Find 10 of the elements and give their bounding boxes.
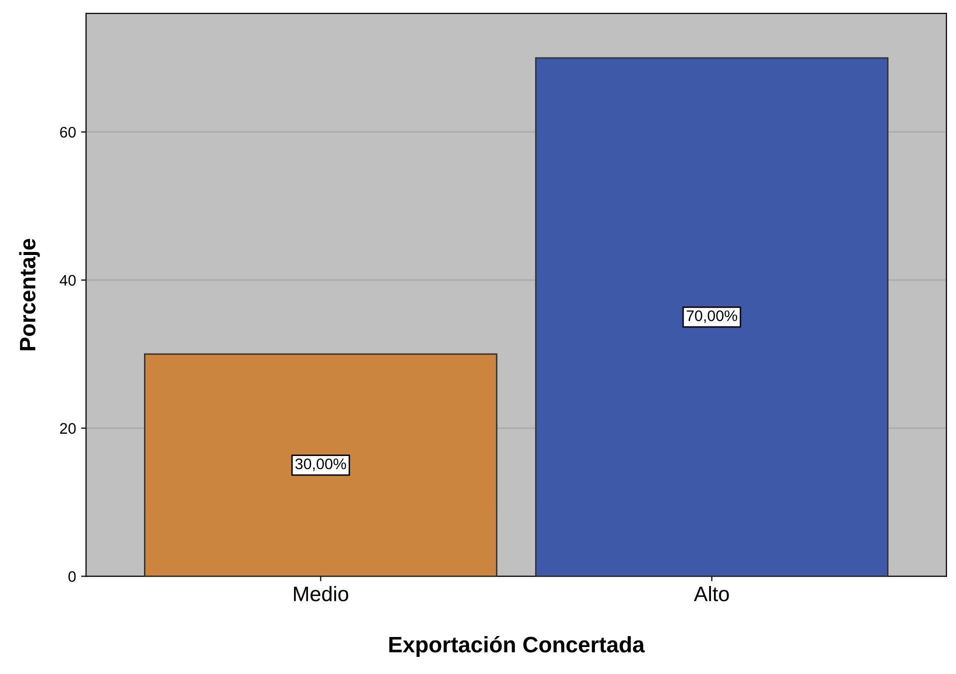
data-label: 70,00%: [686, 310, 738, 323]
y-tick-label: 40: [60, 274, 76, 286]
x-tick-label: Medio: [294, 586, 348, 602]
x-tick-label: Alto: [694, 586, 729, 602]
y-axis-title: Porcentaje: [19, 238, 40, 350]
y-tick-label: 20: [60, 423, 76, 434]
y-tick-label: 60: [60, 126, 76, 138]
y-tick-label: 0: [68, 571, 76, 582]
x-axis-title: Exportación Concertada: [389, 636, 645, 657]
data-label: 30,00%: [295, 458, 346, 472]
